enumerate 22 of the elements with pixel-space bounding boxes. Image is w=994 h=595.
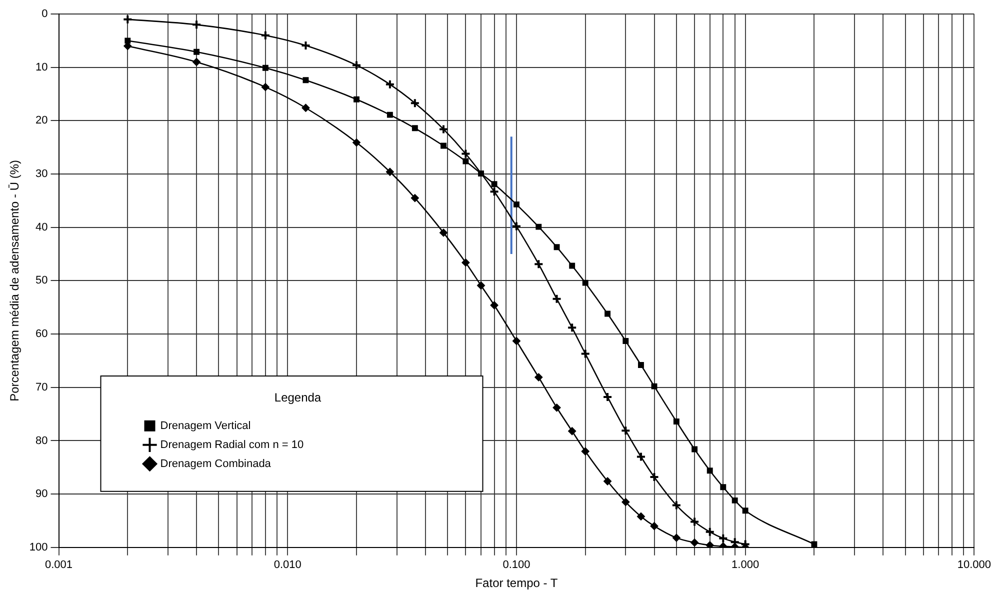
y-tick-label: 30 <box>36 168 48 180</box>
x-axis-title: Fator tempo - T <box>475 576 558 590</box>
y-tick-label: 0 <box>42 8 48 20</box>
y-tick-label: 50 <box>36 274 48 287</box>
y-tick-label: 100 <box>29 541 48 554</box>
y-tick-label: 70 <box>36 381 48 394</box>
x-tick-label: 1.000 <box>732 559 760 572</box>
y-tick-label: 40 <box>36 221 48 234</box>
y-tick-label: 20 <box>36 114 48 127</box>
y-tick-label: 60 <box>36 328 48 340</box>
y-tick-label: 80 <box>36 434 48 447</box>
x-tick-label: 10.000 <box>957 559 992 572</box>
y-axis-title: Porcentagem média de adensamento - Ū (%) <box>8 160 22 402</box>
y-tick-label: 90 <box>36 488 48 500</box>
legend-label: Drenagem Combinada <box>160 458 272 470</box>
x-tick-label: 0.100 <box>502 559 530 572</box>
x-tick-label: 0.001 <box>44 559 73 572</box>
legend-title: Legenda <box>274 390 322 404</box>
y-tick-label: 10 <box>36 61 48 74</box>
legend-label: Drenagem Vertical <box>160 420 251 432</box>
legend-label: Drenagem Radial com n = 10 <box>160 438 304 451</box>
x-tick-label: 0.010 <box>274 559 302 572</box>
